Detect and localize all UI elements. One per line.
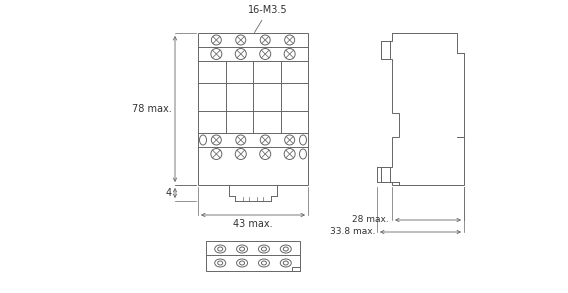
Text: 28 max.: 28 max. [352,215,389,224]
Text: 43 max.: 43 max. [233,219,273,229]
Bar [381,167,390,182]
Text: 78 max.: 78 max. [132,104,172,114]
Text: 33.8 max.: 33.8 max. [329,227,375,236]
Bar [381,41,390,59]
Text: 4: 4 [166,188,172,198]
Text: 16-M3.5: 16-M3.5 [248,5,288,33]
Bar [292,267,300,271]
Bar [198,33,308,185]
Bar [206,241,300,271]
